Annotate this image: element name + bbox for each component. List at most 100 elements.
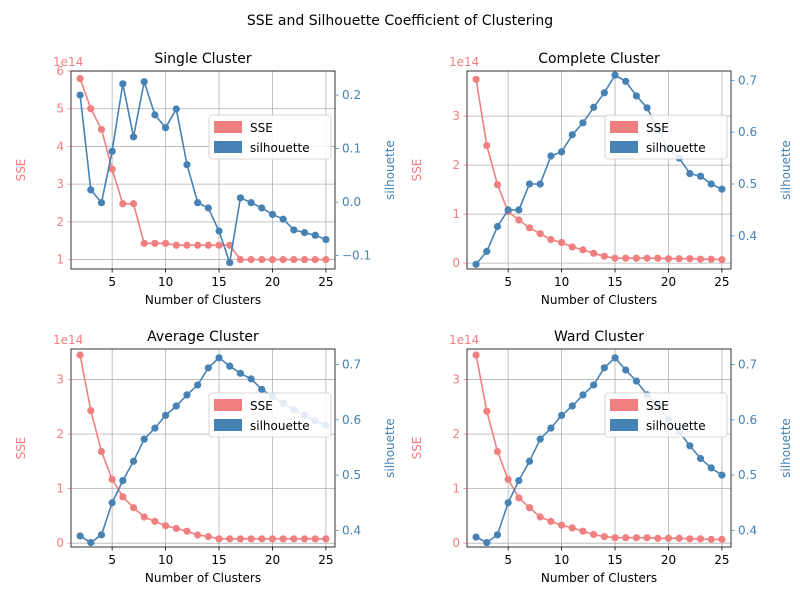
single-legend: SSE silhouette: [208, 114, 332, 160]
ward-y2tick-label-2: 0.6: [738, 413, 757, 427]
average-silhouette-point-16: [226, 362, 234, 370]
average-y2label: silhouette: [383, 418, 397, 478]
average-y2tick-label-0: 0.4: [342, 523, 361, 537]
complete-sse-point-18: [643, 254, 651, 262]
complete-sse-point-8: [536, 230, 544, 238]
single-sse-point-17: [236, 255, 245, 264]
average-silhouette-point-18: [247, 375, 255, 383]
single-ytick-label-6: 6: [56, 64, 64, 78]
ward-sse-point-14: [600, 533, 608, 541]
single-silhouette-point-22: [290, 226, 298, 234]
complete-silhouette-point-3: [483, 247, 491, 255]
average-legend: SSE silhouette: [208, 392, 332, 438]
ward-silhouette-point-13: [590, 381, 598, 389]
ward-xtick-label-20: 20: [661, 553, 676, 567]
single-silhouette-point-5: [108, 147, 116, 155]
complete-silhouette-point-25: [718, 185, 726, 193]
ward-y2tick-label-3: 0.7: [738, 357, 757, 371]
single-silhouette-point-14: [204, 204, 212, 212]
ward-grid: [467, 349, 731, 547]
single-legend-swatch-silhouette: [214, 141, 242, 153]
ward-silhouette-point-24: [707, 464, 715, 472]
ward-sse-point-21: [675, 534, 683, 542]
single-ytick-label-5: 5: [56, 102, 64, 116]
ward-silhouette-point-4: [493, 531, 502, 539]
ward-legend-swatch-sse: [610, 399, 638, 411]
single-sse-point-9: [151, 239, 159, 247]
average-sse-point-2: [76, 351, 84, 359]
ward-silhouette-point-14: [600, 364, 608, 372]
ward-sse-point-24: [707, 535, 715, 543]
average-ytick-label-2: 2: [56, 427, 64, 441]
average-silhouette-point-5: [108, 499, 116, 507]
panel-ward: 5 10 15 20 25 0 1 2 3 0.4 0.5 0.6 0.7 Ward Cluster Num…: [410, 329, 793, 585]
average-sse-point-19: [258, 535, 266, 543]
average-ytick-label-0: 0: [56, 536, 64, 550]
single-sse-point-21: [279, 255, 287, 264]
average-sse-point-15: [215, 535, 223, 543]
single-sse-point-4: [97, 125, 106, 134]
ward-sse-point-9: [547, 517, 555, 525]
average-silhouette-point-15: [215, 354, 223, 362]
average-silhouette-point-14: [204, 364, 212, 372]
complete-sse-point-10: [557, 238, 566, 247]
single-sse-point-11: [172, 241, 180, 249]
complete-legend-label-sse: SSE: [646, 121, 669, 135]
single-sse-point-25: [322, 255, 330, 264]
ward-sse-point-18: [643, 534, 651, 542]
ward-legend: SSE silhouette: [604, 392, 728, 438]
ward-silhouette-point-5: [504, 499, 512, 507]
average-sse-point-18: [247, 535, 255, 543]
average-sse-point-23: [300, 535, 309, 543]
single-silhouette-point-16: [226, 258, 234, 267]
single-silhouette-point-23: [300, 229, 309, 237]
single-sse-point-22: [290, 255, 298, 264]
average-sse-point-12: [183, 527, 191, 535]
average-xtick-label-25: 25: [318, 553, 333, 567]
ward-sse-point-15: [611, 534, 619, 542]
average-silhouette-point-4: [97, 531, 106, 539]
average-ylabel: SSE: [14, 437, 28, 460]
panel-complete: 5 10 15 20 25 0 1 2 3 0.4 0.5 0.6 0.7 Complete Cluste…: [410, 51, 793, 307]
ward-silhouette-point-7: [525, 457, 534, 465]
average-sse-point-16: [226, 535, 234, 543]
complete-grid: [467, 71, 731, 269]
ward-legend-swatch-silhouette: [610, 419, 638, 431]
complete-sse-point-20: [664, 255, 673, 263]
average-sse-point-14: [204, 533, 212, 541]
ward-sse-point-13: [590, 530, 598, 539]
complete-y2tick-label-2: 0.6: [738, 125, 757, 139]
average-y2tick-label-2: 0.6: [342, 413, 361, 427]
ward-y2tick-label-1: 0.5: [738, 468, 757, 482]
average-sse-point-7: [129, 504, 138, 512]
single-silhouette-point-12: [183, 161, 191, 169]
ward-silhouette-point-6: [515, 477, 523, 485]
single-silhouette-point-24: [311, 231, 319, 239]
ward-title: Ward Cluster: [554, 329, 644, 345]
single-sse-point-10: [161, 239, 170, 247]
average-xlabel: Number of Clusters: [145, 571, 261, 585]
ward-silhouette-point-12: [579, 391, 587, 399]
single-y2tick-label-2: 0.1: [342, 142, 361, 156]
complete-silhouette-point-10: [557, 148, 566, 156]
average-silhouette-point-17: [236, 369, 245, 377]
ward-ytick-label-3: 3: [452, 373, 460, 387]
ward-sse-point-25: [718, 535, 726, 543]
average-silhouette-point-10: [161, 411, 170, 419]
ward-silhouette-point-25: [718, 471, 726, 479]
complete-y2tick-label-1: 0.5: [738, 177, 757, 191]
complete-title: Complete Cluster: [538, 51, 660, 67]
single-xtick-label-20: 20: [265, 275, 280, 289]
complete-silhouette-point-14: [600, 89, 608, 97]
ward-y2label: silhouette: [779, 418, 793, 478]
complete-silhouette-point-4: [493, 222, 502, 231]
average-silhouette-point-3: [87, 538, 95, 547]
average-silhouette-point-2: [76, 532, 84, 540]
ward-silhouette-point-9: [547, 424, 555, 432]
complete-silhouette-point-2: [472, 260, 480, 268]
complete-sse-point-9: [547, 235, 555, 244]
ward-sse-point-2: [472, 351, 480, 359]
average-xtick-label-10: 10: [158, 553, 173, 567]
complete-sse-point-13: [590, 249, 598, 257]
